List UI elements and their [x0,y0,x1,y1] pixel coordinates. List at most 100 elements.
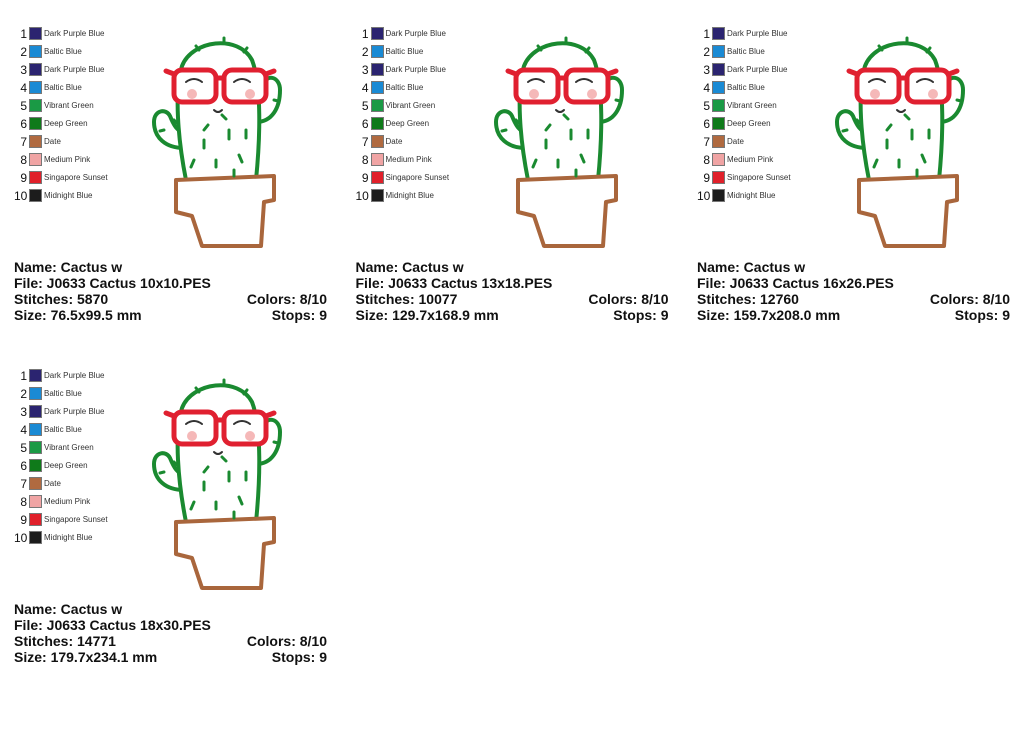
design-name: Name: Cactus w [355,259,464,275]
colors: Colors: 8/10 [588,291,669,307]
color-name: Dark Purple Blue [385,65,446,74]
color-swatch [29,171,42,184]
color-name: Vibrant Green [44,443,94,452]
color-swatch [712,45,725,58]
color-name: Baltic Blue [44,47,82,56]
color-number: 6 [20,117,27,131]
color-name: Date [44,479,61,488]
color-number: 4 [20,81,27,95]
color-number: 4 [703,81,710,95]
color-number: 5 [20,99,27,113]
design-card: 1 Dark Purple Blue 2 Baltic Blue 3 Dark Purpl… [697,0,1017,330]
color-swatch [29,423,42,436]
color-swatch [29,387,42,400]
color-number: 3 [20,405,27,419]
color-number: 7 [20,477,27,491]
color-number: 5 [20,441,27,455]
color-name: Midnight Blue [727,191,776,200]
stops: Stops: 9 [271,649,327,665]
color-number: 4 [20,423,27,437]
color-swatch [370,45,384,58]
color-name: Baltic Blue [385,47,424,56]
color-swatch [370,81,384,94]
design-preview [134,372,294,594]
color-number: 2 [361,45,369,59]
color-number: 9 [361,171,369,185]
color-name: Baltic Blue [44,425,82,434]
stitches: Stitches: 12760 [697,291,799,307]
color-swatch [712,117,725,130]
color-name: Medium Pink [727,155,774,164]
color-name: Deep Green [44,119,88,128]
color-number: 1 [20,369,27,383]
color-name: Date [44,137,61,146]
color-swatch [29,459,42,472]
cactus-art [496,38,622,246]
color-number: 5 [703,99,710,113]
color-swatch [29,189,42,202]
color-swatch [370,27,384,40]
color-name: Dark Purple Blue [727,65,788,74]
design-card: 1 Dark Purple Blue 2 Baltic Blue 3 Dark Purpl… [356,0,676,330]
color-number: 10 [355,189,369,203]
color-number: 8 [20,495,27,509]
color-name: Baltic Blue [44,83,82,92]
colors: Colors: 8/10 [929,291,1010,307]
design-name: Name: Cactus w [697,259,806,275]
color-swatch [370,171,384,184]
color-swatch [29,153,42,166]
color-swatch [712,189,725,202]
color-name: Baltic Blue [385,83,424,92]
size: Size: 76.5x99.5 mm [14,307,142,323]
color-name: Dark Purple Blue [385,29,446,38]
color-swatch [712,135,725,148]
color-number: 1 [20,27,27,41]
color-name: Medium Pink [44,497,91,506]
color-number: 8 [20,153,27,167]
color-number: 10 [14,531,28,545]
color-name: Midnight Blue [385,191,434,200]
color-number: 6 [20,459,27,473]
file-name: File: J0633 Cactus 10x10.PES [14,275,211,291]
color-swatch [370,63,384,76]
color-number: 9 [20,171,27,185]
cactus-art [837,38,963,246]
color-number: 2 [703,45,710,59]
color-number: 10 [14,189,28,203]
file-name: File: J0633 Cactus 13x18.PES [355,275,553,291]
color-name: Vibrant Green [727,101,777,110]
color-swatch [29,45,42,58]
color-swatch [29,531,42,544]
color-name: Vibrant Green [385,101,436,110]
stitches: Stitches: 10077 [355,291,458,307]
color-number: 9 [703,171,710,185]
color-number: 8 [361,153,369,167]
color-number: 1 [361,27,369,41]
color-name: Medium Pink [44,155,91,164]
size: Size: 179.7x234.1 mm [14,649,158,665]
color-number: 7 [20,135,27,149]
color-name: Singapore Sunset [727,173,791,182]
color-swatch [712,171,725,184]
color-name: Baltic Blue [44,389,82,398]
color-number: 9 [20,513,27,527]
color-name: Midnight Blue [44,191,93,200]
color-name: Deep Green [385,119,430,128]
color-name: Singapore Sunset [385,173,450,182]
color-swatch [370,99,384,112]
color-name: Baltic Blue [727,83,765,92]
color-number: 2 [20,45,27,59]
stops: Stops: 9 [271,307,327,323]
color-swatch [370,117,384,130]
color-swatch [370,153,384,166]
color-number: 8 [703,153,710,167]
color-number: 2 [20,387,27,401]
color-name: Date [385,137,403,146]
colors: Colors: 8/10 [246,291,327,307]
design-card: 1 Dark Purple Blue 2 Baltic Blue 3 Dark Purpl… [14,342,334,672]
color-name: Date [727,137,744,146]
stitches: Stitches: 14771 [14,633,116,649]
color-name: Dark Purple Blue [727,29,788,38]
size: Size: 129.7x168.9 mm [355,307,499,323]
color-number: 7 [361,135,369,149]
